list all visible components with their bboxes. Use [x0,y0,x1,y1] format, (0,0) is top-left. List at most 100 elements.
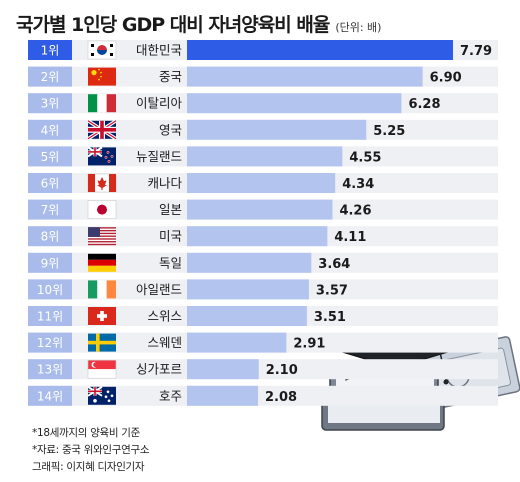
bar [187,173,336,193]
rank-label: 3위 [41,97,60,111]
unit-label: (단위: 배) [335,21,382,34]
bar-row: 1위 대한민국 7.79 [28,40,498,60]
footnote-source: *자료: 중국 위와인구연구소 [32,444,150,456]
bar [187,93,402,114]
ca-flag-icon [87,173,117,193]
value-label: 6.90 [430,71,462,86]
gb-flag-icon [87,119,117,141]
ch-flag-icon [88,307,116,325]
bar [187,146,343,167]
bar-row: 9위 독일 3.64 [28,252,498,273]
category-label: 중국 [159,69,182,84]
row-background [28,359,498,380]
de-flag-icon [88,253,116,272]
footnote-basis: *18세까지의 양육비 기준 [32,427,141,439]
rank-label: 4위 [41,123,60,137]
bar-row: 12위 스웨덴 2.91 [28,332,498,353]
category-label: 독일 [159,255,182,270]
category-label: 이탈리아 [136,96,183,111]
bar-row: 5위 뉴질랜드 4.55 [28,146,498,167]
category-label: 미국 [159,229,182,244]
category-label: 스웨덴 [147,335,182,350]
rank-label: 2위 [41,70,60,84]
value-label: 4.11 [334,230,366,245]
rank-badge [28,199,72,220]
au-flag-icon [87,385,116,405]
us-flag-icon [88,227,116,246]
rank-label: 9위 [41,256,60,270]
bar [187,332,287,353]
nz-flag-icon [87,146,116,166]
rank-label: 11위 [37,310,63,324]
value-label: 3.64 [318,257,350,272]
bar-row: 6위 캐나다 4.34 [28,173,498,193]
value-label: 2.91 [293,337,325,352]
bar-row: 8위 미국 4.11 [28,226,498,247]
category-label: 캐나다 [147,176,182,191]
rank-badge [28,93,72,114]
chart-title: 국가별 1인당 GDP 대비 자녀양육비 배율 (단위: 배) [16,10,381,37]
cn-flag-icon [88,67,116,86]
kr-flag-icon [87,40,117,60]
value-label: 4.55 [349,150,381,165]
bar-row: 7위 일본 4.26 [28,199,498,220]
value-label: 2.10 [266,363,298,378]
value-label: 4.34 [342,177,374,192]
chart-title-text: 국가별 1인당 GDP 대비 자녀양육비 배율 [16,14,330,36]
rank-label: 8위 [41,230,60,244]
bar-row: 11위 스위스 3.51 [28,306,498,326]
value-label: 7.79 [460,44,492,59]
rank-label: 14위 [37,389,63,403]
category-label: 스위스 [147,309,182,324]
rank-badge [28,306,72,326]
rank-label: 12위 [37,336,63,350]
rank-badge [28,226,72,247]
category-label: 일본 [159,202,182,217]
bar [187,119,367,140]
bar [187,199,333,220]
rank-badge [28,173,72,193]
rank-badge [28,252,72,273]
value-label: 4.26 [339,204,371,219]
bar-row: 4위 영국 5.25 [28,119,498,141]
value-label: 6.28 [408,97,440,112]
bar [187,359,259,380]
rank-label: 1위 [41,44,60,58]
category-label: 대한민국 [136,43,182,58]
rank-label: 6위 [41,177,60,191]
rank-badge [28,385,72,406]
rank-label: 7위 [41,203,60,217]
rank-label: 10위 [37,283,63,297]
category-label: 호주 [159,388,182,403]
se-flag-icon [88,333,116,352]
it-flag-icon [88,94,116,113]
value-label: 5.25 [373,124,405,139]
category-label: 아일랜드 [136,282,182,297]
bar [187,40,453,60]
rank-label: 5위 [41,150,60,164]
footnotes: *18세까지의 양육비 기준 *자료: 중국 위와인구연구소 그래픽: 이지혜 … [32,425,150,476]
row-background [28,385,498,406]
sg-flag-icon [87,359,117,379]
bar-row: 2위 중국 6.90 [28,66,498,87]
category-label: 영국 [159,122,182,137]
rank-badge [28,119,72,140]
rank-badge [28,332,72,353]
value-label: 2.08 [265,390,297,405]
bar [187,226,328,247]
rank-badge [28,146,72,167]
ie-flag-icon [88,280,116,299]
rank-badge [28,40,72,60]
jp-flag-icon [87,200,117,219]
rank-badge [28,279,72,300]
value-label: 3.51 [314,310,346,325]
category-label: 뉴질랜드 [136,149,182,164]
bar [187,279,309,300]
bar-row: 3위 이탈리아 6.28 [28,93,498,114]
bar [187,385,259,406]
rank-badge [28,359,72,380]
rank-label: 13위 [37,363,63,377]
bar-row: 10위 아일랜드 3.57 [28,279,498,300]
category-label: 싱가포르 [136,362,182,377]
